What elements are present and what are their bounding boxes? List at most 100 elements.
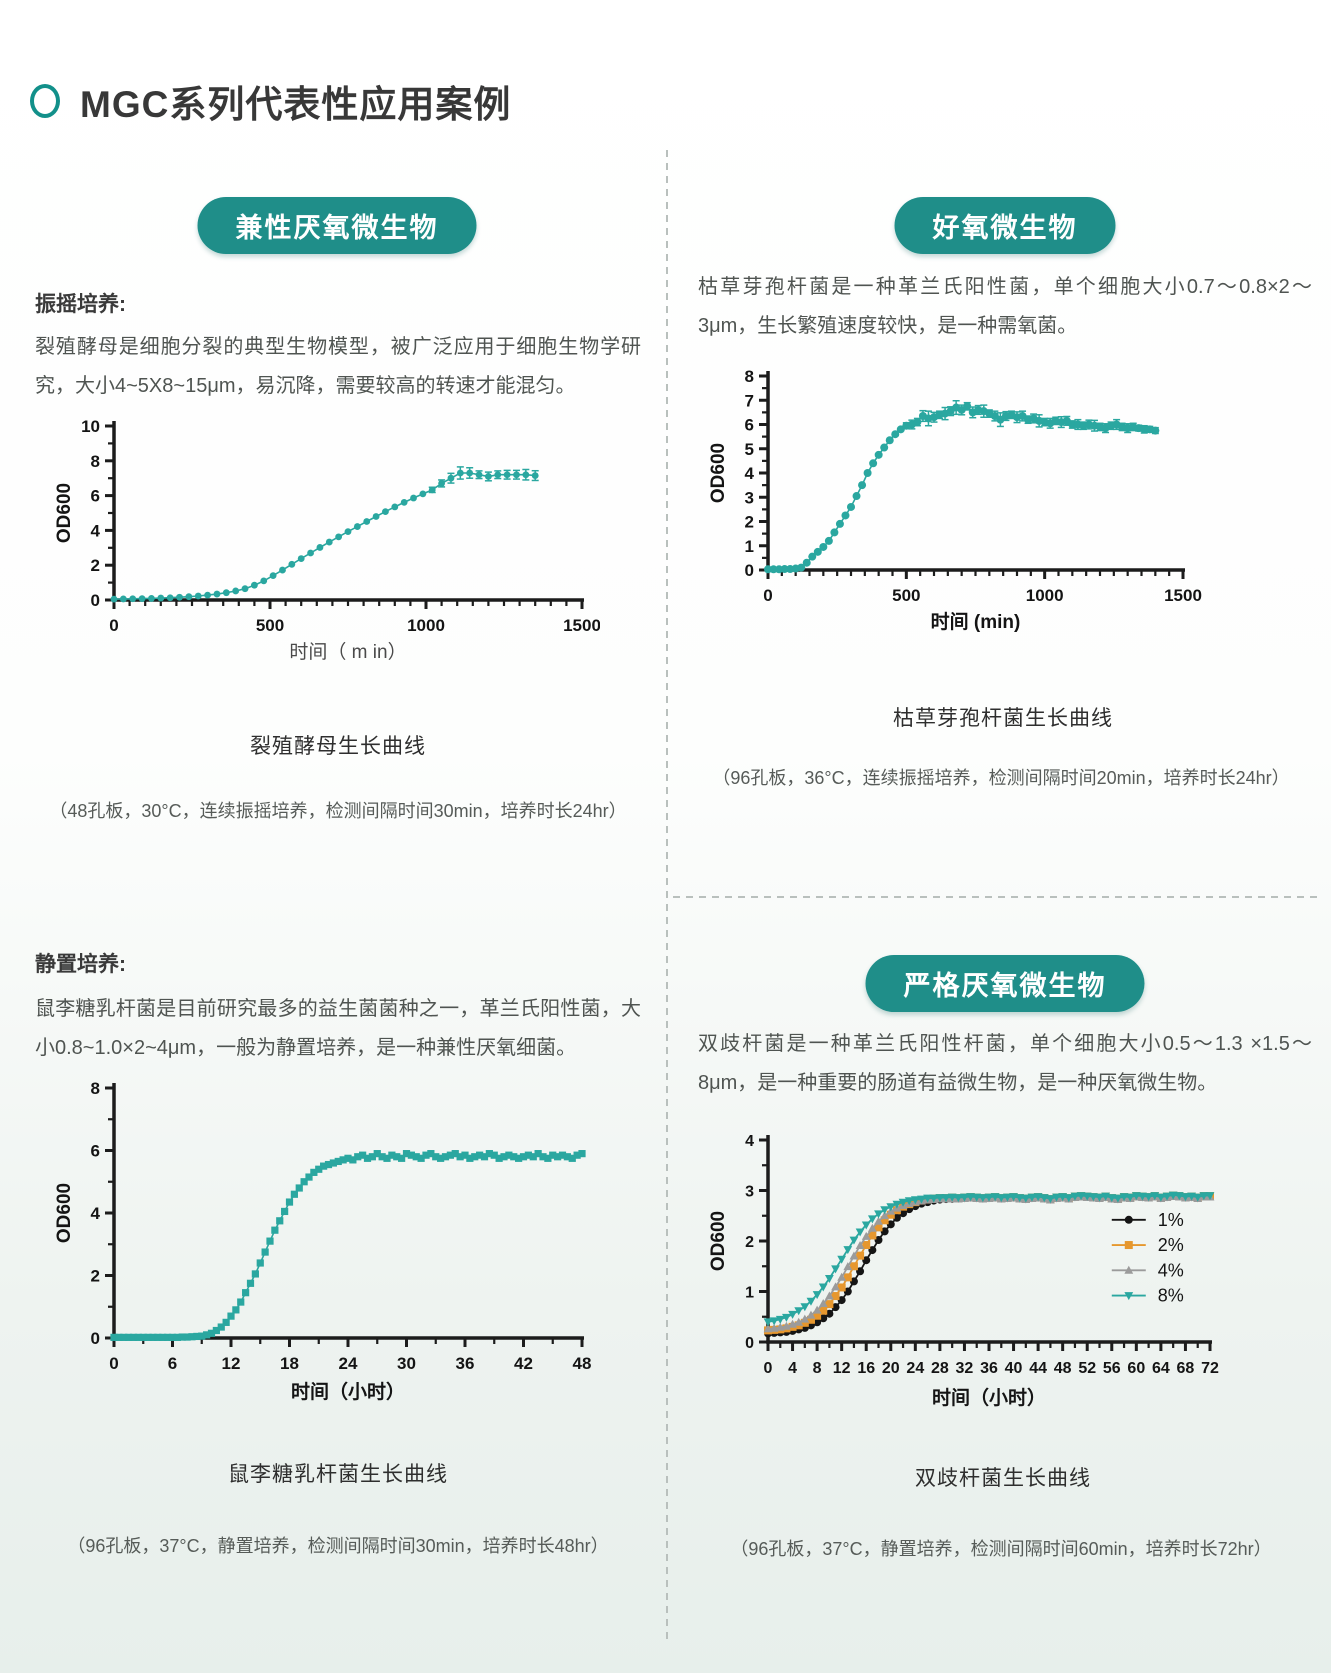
svg-text:0: 0 — [109, 616, 118, 635]
svg-text:10: 10 — [81, 417, 100, 436]
svg-text:18: 18 — [280, 1354, 299, 1373]
svg-text:1000: 1000 — [407, 616, 445, 635]
svg-text:2: 2 — [91, 1267, 100, 1286]
chart-bacillus-subtilis: 0 500 1000 1500 0 1 2 3 4 5 6 7 8 OD600 时间 (min) — [698, 362, 1238, 639]
note-fission-yeast: （48孔板，30°C，连续振摇培养，检测间隔时间30min，培养时长24hr） — [49, 801, 627, 821]
page-header: MGC系列代表性应用案例 — [30, 74, 511, 128]
badge-aerobic-microbe: 好氧微生物 — [894, 197, 1116, 254]
svg-text:12: 12 — [222, 1354, 241, 1373]
svg-text:8: 8 — [91, 1079, 100, 1098]
svg-text:0: 0 — [764, 1360, 773, 1377]
svg-text:2: 2 — [745, 1234, 754, 1251]
caption-fission-yeast: 裂殖酵母生长曲线 — [250, 735, 426, 758]
caption-lactobacillus: 鼠李糖乳杆菌生长曲线 — [228, 1463, 448, 1486]
svg-text:7: 7 — [745, 391, 754, 410]
paragraph-fission-yeast: 裂殖酵母是细胞分裂的典型生物模型，被广泛应用于细胞生物学研究，大小4~5X8~1… — [35, 336, 641, 397]
svg-text:36: 36 — [456, 1354, 475, 1373]
svg-text:64: 64 — [1152, 1360, 1170, 1377]
svg-text:42: 42 — [514, 1354, 533, 1373]
svg-text:68: 68 — [1177, 1360, 1195, 1377]
svg-text:4: 4 — [745, 464, 755, 483]
svg-text:时间（小时）: 时间（小时） — [932, 1386, 1046, 1409]
svg-text:4%: 4% — [1158, 1260, 1184, 1280]
note-bifidobacterium: （96孔板，37°C，静置培养，检测间隔时间60min，培养时长72hr） — [730, 1539, 1272, 1559]
svg-text:6: 6 — [168, 1354, 177, 1373]
svg-text:1500: 1500 — [1164, 586, 1202, 605]
heading-shaking-culture: 振摇培养: — [35, 293, 126, 316]
svg-text:4: 4 — [91, 521, 101, 540]
svg-text:500: 500 — [892, 586, 920, 605]
svg-text:OD600: OD600 — [54, 1183, 75, 1243]
svg-text:3: 3 — [745, 488, 754, 507]
svg-text:2: 2 — [91, 556, 100, 575]
svg-text:60: 60 — [1127, 1360, 1145, 1377]
svg-text:1%: 1% — [1158, 1210, 1184, 1230]
badge-strict-anaerobe: 严格厌氧微生物 — [865, 955, 1145, 1012]
badge-facultative-anaerobe: 兼性厌氧微生物 — [197, 197, 477, 254]
svg-text:OD600: OD600 — [708, 443, 729, 503]
svg-text:30: 30 — [397, 1354, 416, 1373]
svg-text:44: 44 — [1029, 1360, 1047, 1377]
svg-text:时间（ m in）: 时间（ m in） — [289, 641, 406, 663]
svg-text:0: 0 — [745, 561, 754, 580]
paragraph-bacillus-subtilis: 枯草芽孢杆菌是一种革兰氏阳性菌，单个细胞大小0.7～0.8×2～3μm，生长繁殖… — [698, 276, 1312, 337]
svg-text:32: 32 — [956, 1360, 974, 1377]
svg-text:8: 8 — [91, 452, 100, 471]
svg-text:1000: 1000 — [1026, 586, 1064, 605]
svg-text:时间 (min): 时间 (min) — [931, 611, 1021, 633]
svg-text:8%: 8% — [1158, 1286, 1184, 1306]
svg-text:36: 36 — [980, 1360, 998, 1377]
svg-text:时间（小时）: 时间（小时） — [291, 1380, 405, 1403]
svg-text:6: 6 — [91, 1142, 100, 1161]
svg-text:0: 0 — [91, 591, 100, 610]
svg-text:4: 4 — [91, 1204, 101, 1223]
svg-text:28: 28 — [931, 1360, 949, 1377]
svg-text:2: 2 — [745, 513, 754, 532]
svg-text:56: 56 — [1103, 1360, 1121, 1377]
vertical-divider — [666, 150, 668, 1645]
svg-text:500: 500 — [256, 616, 284, 635]
chart-lactobacillus: 0 6 12 18 24 30 36 42 48 0 2 4 6 8 OD600 时间（小时） — [52, 1072, 600, 1409]
svg-text:40: 40 — [1005, 1360, 1023, 1377]
svg-text:0: 0 — [91, 1329, 100, 1348]
svg-text:8: 8 — [745, 367, 754, 386]
note-bacillus-subtilis: （96孔板，36°C，连续振摇培养，检测间隔时间20min，培养时长24hr） — [712, 768, 1290, 788]
svg-text:72: 72 — [1201, 1360, 1219, 1377]
svg-text:OD600: OD600 — [54, 483, 75, 543]
svg-text:6: 6 — [745, 416, 754, 435]
svg-text:12: 12 — [833, 1360, 851, 1377]
svg-text:2%: 2% — [1158, 1235, 1184, 1255]
chart-bifidobacterium: 0 4 8 12 16 20 24 28 32 36 40 44 48 52 56 60 64 68 72 0 1 2 3 4… — [698, 1124, 1238, 1429]
svg-text:OD600: OD600 — [708, 1211, 729, 1271]
chart-fission-yeast: 0 500 1000 1500 0 2 4 6 8 10 OD600 时间（ m in） — [52, 412, 601, 669]
caption-bifidobacterium: 双歧杆菌生长曲线 — [915, 1467, 1091, 1490]
svg-text:8: 8 — [813, 1360, 822, 1377]
svg-text:6: 6 — [91, 487, 100, 506]
svg-text:20: 20 — [882, 1360, 900, 1377]
paragraph-lactobacillus: 鼠李糖乳杆菌是目前研究最多的益生菌菌种之一，革兰氏阳性菌，大小0.8~1.0×2… — [35, 998, 641, 1059]
svg-text:3: 3 — [745, 1184, 754, 1201]
horizontal-divider — [673, 896, 1318, 898]
note-lactobacillus: （96孔板，37°C，静置培养，检测间隔时间30min，培养时长48hr） — [67, 1536, 609, 1556]
heading-static-culture: 静置培养: — [35, 953, 126, 976]
svg-text:1500: 1500 — [563, 616, 600, 635]
paragraph-bifidobacterium: 双歧杆菌是一种革兰氏阳性杆菌，单个细胞大小0.5～1.3 ×1.5～8μm，是一… — [698, 1033, 1312, 1094]
svg-text:1: 1 — [745, 1285, 754, 1302]
svg-text:16: 16 — [857, 1360, 875, 1377]
svg-text:48: 48 — [573, 1354, 592, 1373]
svg-text:0: 0 — [763, 586, 772, 605]
svg-text:4: 4 — [745, 1133, 754, 1150]
page-title: MGC系列代表性应用案例 — [80, 84, 512, 125]
svg-text:24: 24 — [339, 1354, 358, 1373]
svg-text:0: 0 — [745, 1335, 754, 1352]
svg-text:5: 5 — [745, 440, 754, 459]
svg-text:48: 48 — [1054, 1360, 1072, 1377]
svg-text:52: 52 — [1078, 1360, 1096, 1377]
section-bullet-icon — [30, 84, 60, 118]
svg-text:24: 24 — [906, 1360, 924, 1377]
svg-text:1: 1 — [745, 537, 754, 556]
svg-text:4: 4 — [788, 1360, 797, 1377]
svg-text:0: 0 — [109, 1354, 118, 1373]
caption-bacillus-subtilis: 枯草芽孢杆菌生长曲线 — [893, 707, 1113, 730]
